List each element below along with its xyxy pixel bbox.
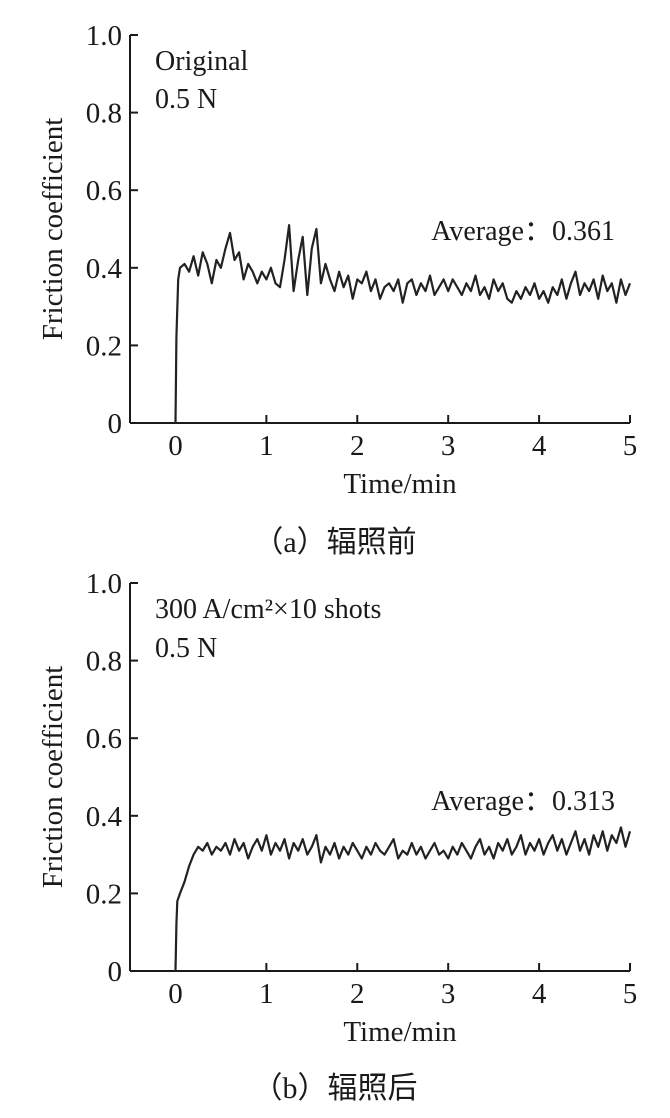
friction-series-line	[174, 224, 632, 424]
y-tick-label: 0.8	[86, 646, 122, 678]
x-tick-label: 1	[259, 978, 274, 1010]
y-tick-label: 0	[108, 408, 123, 440]
y-tick-label: 0.4	[86, 801, 123, 833]
panel-a: 0 0.2 0.4 0.6 0.8 1.0 0 1 2 3 4 5 Time/min Friction c…	[37, 20, 637, 559]
y-tick-label: 0.2	[86, 878, 122, 910]
y-tick-label: 0.6	[86, 723, 122, 755]
panel-caption: （a）辐照前	[253, 526, 416, 559]
x-tick-label: 3	[441, 978, 456, 1010]
annotation-text: 300 A/cm²×10 shots	[155, 594, 381, 625]
y-tick-label: 1.0	[86, 20, 122, 52]
y-axis-title: Friction coefficient	[37, 118, 69, 341]
x-tick-label: 4	[532, 430, 547, 462]
y-tick-label: 1.0	[86, 568, 122, 600]
annotation-text: Original	[155, 46, 249, 77]
average-label: Average：0.313	[431, 786, 615, 817]
y-tick-label: 0.2	[86, 330, 122, 362]
x-axis-title: Time/min	[343, 1016, 457, 1048]
x-tick-label: 0	[168, 430, 183, 462]
x-tick-label: 3	[441, 430, 456, 462]
annotation-text: 0.5 N	[155, 84, 217, 115]
x-tick-label: 1	[259, 430, 274, 462]
friction-series-line	[174, 826, 632, 972]
y-tick-label: 0.8	[86, 98, 122, 130]
x-tick-label: 2	[350, 978, 365, 1010]
x-tick-label: 5	[623, 430, 638, 462]
x-tick-label: 5	[623, 978, 638, 1010]
panel-b: 0 0.2 0.4 0.6 0.8 1.0 0 1 2 3 4 5 Time/min Friction c…	[37, 568, 637, 1105]
y-tick-label: 0.6	[86, 175, 122, 207]
x-tick-label: 0	[168, 978, 183, 1010]
average-label: Average：0.361	[431, 216, 615, 247]
annotation-text: 0.5 N	[155, 633, 217, 664]
x-tick-label: 4	[532, 978, 547, 1010]
x-tick-label: 2	[350, 430, 365, 462]
panel-caption: （b）辐照后	[253, 1072, 418, 1105]
y-tick-label: 0.4	[86, 253, 123, 285]
x-axis-title: Time/min	[343, 468, 457, 500]
y-axis-title: Friction coefficient	[37, 666, 69, 889]
y-tick-label: 0	[108, 956, 123, 988]
